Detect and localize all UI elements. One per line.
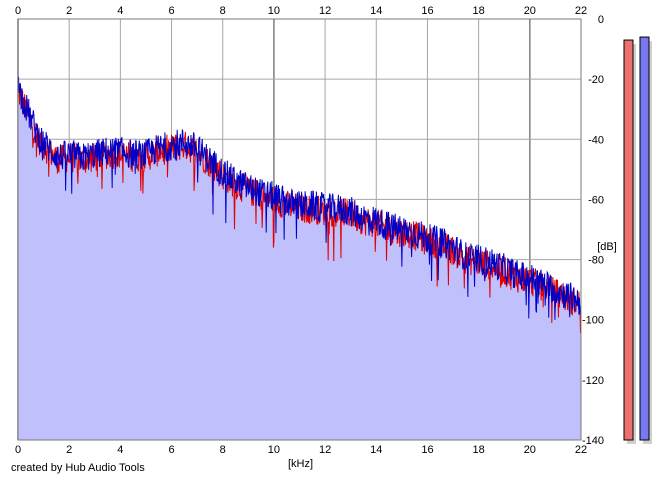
x-tick-label-top-0: 0	[15, 5, 21, 17]
x-tick-label-bottom-16: 16	[421, 444, 433, 456]
x-tick-label-bottom-10: 10	[268, 444, 280, 456]
x-tick-label-top-6: 6	[168, 5, 174, 17]
y-tick-label--80: -80	[588, 255, 604, 267]
x-tick-label-top-14: 14	[370, 5, 382, 17]
y-tick-label-0: 0	[598, 14, 604, 26]
y-tick-label--120: -120	[582, 375, 604, 387]
credit-text: created by Hub Audio Tools	[11, 462, 145, 474]
x-tick-label-bottom-20: 20	[524, 444, 536, 456]
x-tick-label-top-4: 4	[117, 5, 123, 17]
x-tick-label-top-2: 2	[66, 5, 72, 17]
level-meter-right	[639, 36, 650, 441]
x-tick-label-bottom-14: 14	[370, 444, 382, 456]
x-tick-label-top-16: 16	[421, 5, 433, 17]
spectrum-area	[18, 76, 581, 440]
x-tick-label-top-10: 10	[268, 5, 280, 17]
x-tick-label-bottom-2: 2	[66, 444, 72, 456]
y-tick-label--40: -40	[588, 134, 604, 146]
y-tick-label--60: -60	[588, 194, 604, 206]
x-tick-label-top-8: 8	[220, 5, 226, 17]
x-tick-label-bottom-0: 0	[15, 444, 21, 456]
x-tick-label-top-12: 12	[319, 5, 331, 17]
x-axis-label: [kHz]	[288, 458, 313, 470]
x-tick-label-top-22: 22	[575, 5, 587, 17]
x-tick-label-bottom-8: 8	[220, 444, 226, 456]
y-tick-label--140: -140	[582, 435, 604, 447]
x-tick-label-bottom-22: 22	[575, 444, 587, 456]
x-tick-label-top-20: 20	[524, 5, 536, 17]
y-tick-label--20: -20	[588, 74, 604, 86]
x-tick-label-bottom-12: 12	[319, 444, 331, 456]
series-line-2	[17, 76, 582, 320]
y-axis-label: [dB]	[597, 241, 617, 253]
x-tick-label-top-18: 18	[473, 5, 485, 17]
y-tick-label--100: -100	[582, 315, 604, 327]
x-tick-label-bottom-6: 6	[168, 444, 174, 456]
x-tick-label-bottom-18: 18	[473, 444, 485, 456]
x-tick-label-bottom-4: 4	[117, 444, 123, 456]
plot-frame	[17, 18, 582, 441]
level-meter-left	[623, 39, 634, 441]
